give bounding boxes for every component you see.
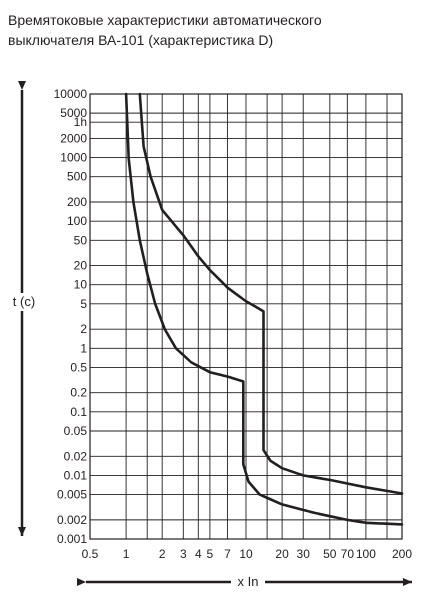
y-tick-label: 10 xyxy=(74,278,88,292)
y-tick-label: 20 xyxy=(74,259,88,273)
x-tick-label: 20 xyxy=(275,547,289,561)
y-tick-label: 2 xyxy=(80,322,87,336)
chart-title: Времятоковые характеристики автоматическ… xyxy=(8,10,428,50)
plot-border xyxy=(89,93,403,540)
y-axis-label: t (c) xyxy=(13,294,35,309)
x-tick-label: 2 xyxy=(159,547,166,561)
y-tick-label: 1h xyxy=(74,115,87,129)
y-tick-label: 0.01 xyxy=(64,468,88,482)
x-axis-label: x In xyxy=(238,574,259,589)
x-tick-label: 50 xyxy=(323,547,337,561)
y-tick-label: 0.001 xyxy=(57,532,87,546)
y-tick-label: 500 xyxy=(67,170,87,184)
y-tick-label: 50 xyxy=(74,233,88,247)
x-tick-labels: 0.5 1 2 3 4 5 7 10 20 30 50 70 100 200 xyxy=(82,547,413,561)
y-tick-label: 100 xyxy=(67,214,87,228)
y-tick-label: 5000 xyxy=(60,106,87,120)
y-tick-label: 0.2 xyxy=(70,386,87,400)
y-tick-label: 0.005 xyxy=(57,488,87,502)
y-tick-label: 0.02 xyxy=(64,449,88,463)
x-tick-label: 1 xyxy=(123,547,130,561)
x-tick-label: 7 xyxy=(224,547,231,561)
x-tick-label: 3 xyxy=(180,547,187,561)
x-tick-label: 0.5 xyxy=(82,547,99,561)
x-tick-label: 70 xyxy=(341,547,355,561)
series-layer xyxy=(124,92,404,526)
curve-series-1 xyxy=(124,92,404,526)
y-axis-label-bg xyxy=(10,293,38,311)
y-tick-label: 1000 xyxy=(60,151,87,165)
chart-title-line-1: Времятоковые характеристики автоматическ… xyxy=(8,12,322,28)
y-tick-label: 5 xyxy=(80,297,87,311)
x-tick-label: 10 xyxy=(239,547,253,561)
y-tick-label: 10000 xyxy=(54,87,88,101)
y-tick-label: 0.002 xyxy=(57,513,87,527)
y-tick-label: 0.05 xyxy=(64,424,88,438)
chart-title-line-2: выключателя ВА-101 (характеристика D) xyxy=(8,32,274,48)
y-tick-label: 0.5 xyxy=(70,360,87,374)
x-tick-label: 100 xyxy=(356,547,376,561)
x-axis-label-bg xyxy=(231,573,265,591)
y-tick-label: 1 xyxy=(80,341,87,355)
x-tick-label: 5 xyxy=(207,547,214,561)
y-tick-label: 0.1 xyxy=(70,405,87,419)
x-tick-label: 4 xyxy=(195,547,202,561)
y-tick-label: 2000 xyxy=(60,131,87,145)
y-tick-label: 200 xyxy=(67,195,87,209)
curve-series-2 xyxy=(138,92,404,495)
x-tick-label: 30 xyxy=(297,547,311,561)
x-tick-label: 200 xyxy=(392,547,412,561)
